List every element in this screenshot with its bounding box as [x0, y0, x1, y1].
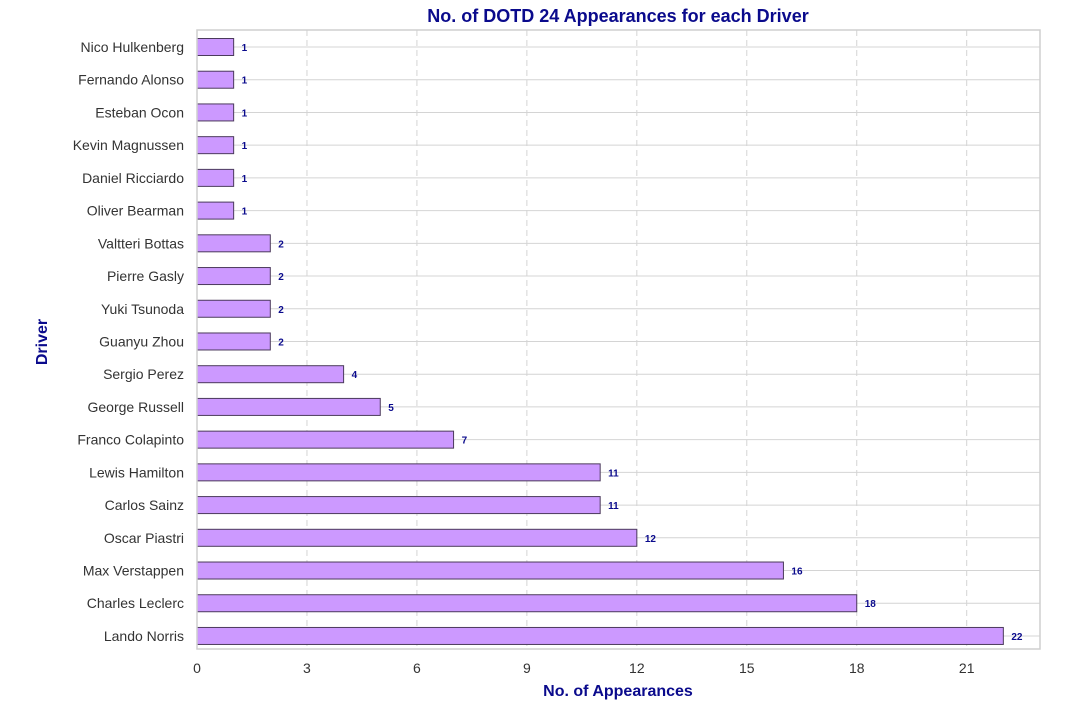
- axes-frame: [196, 29, 1041, 650]
- bar: [196, 463, 601, 482]
- grid-layer: [196, 30, 1040, 649]
- y-tick-label: Esteban Ocon: [95, 104, 184, 120]
- y-tick-label: Sergio Perez: [103, 366, 184, 382]
- bar-value-label: 11: [608, 468, 619, 479]
- y-tick-label: Valtteri Bottas: [98, 235, 184, 251]
- y-tick-label: Guanyu Zhou: [99, 333, 184, 349]
- y-tick-label: Carlos Sainz: [105, 497, 184, 513]
- bar-value-label: 1: [242, 174, 248, 185]
- bar-value-label: 7: [462, 436, 468, 447]
- y-tick-label: Oliver Bearman: [87, 203, 184, 219]
- bar-value-label: 5: [388, 403, 394, 414]
- x-tick-label: 0: [193, 660, 201, 676]
- bar: [196, 70, 235, 89]
- bar-value-label: 1: [242, 207, 248, 218]
- x-tick-label: 21: [959, 660, 975, 676]
- bar-value-label: 2: [278, 272, 284, 283]
- y-tick-label: Oscar Piastri: [104, 530, 184, 546]
- bar-value-label: 2: [278, 337, 284, 348]
- bar: [196, 332, 271, 351]
- bar-value-label: 18: [865, 599, 877, 610]
- x-axis-label: No. of Appearances: [543, 683, 693, 700]
- bar: [196, 430, 455, 449]
- x-tick-label: 6: [413, 660, 421, 676]
- bar-value-label: 1: [242, 43, 248, 54]
- bar: [196, 168, 235, 187]
- bar: [196, 201, 235, 220]
- bar: [196, 267, 271, 286]
- bar: [196, 38, 235, 56]
- bar-value-label: 1: [242, 76, 248, 87]
- bar-value-label: 16: [791, 567, 803, 578]
- y-tick-label: Franco Colapinto: [77, 432, 184, 448]
- x-tick-label: 3: [303, 660, 311, 676]
- bar: [196, 561, 784, 580]
- y-tick-label: George Russell: [88, 399, 185, 415]
- y-axis-label: Driver: [34, 319, 51, 365]
- y-tick-label: Daniel Ricciardo: [82, 170, 184, 186]
- bar: [196, 496, 601, 515]
- x-tick-label: 12: [629, 660, 645, 676]
- bar-value-label: 12: [645, 534, 657, 545]
- bar: [196, 234, 271, 253]
- x-tick-label: 9: [523, 660, 531, 676]
- bar: [196, 594, 858, 613]
- y-tick-label: Charles Leclerc: [87, 595, 184, 611]
- bar: [196, 136, 235, 155]
- bar: [196, 626, 1004, 645]
- y-tick-label: Lewis Hamilton: [89, 464, 184, 480]
- bar-value-label: 2: [278, 239, 284, 250]
- y-tick-label: Yuki Tsunoda: [101, 301, 184, 317]
- bar-value-label: 4: [352, 370, 358, 381]
- x-tick-label: 15: [739, 660, 755, 676]
- y-tick-label: Fernando Alonso: [78, 72, 184, 88]
- bar-value-label: 2: [278, 305, 284, 316]
- y-tick-label: Kevin Magnussen: [73, 137, 184, 153]
- bar: [196, 528, 638, 547]
- y-tick-label: Nico Hulkenberg: [81, 39, 185, 55]
- bar: [196, 397, 381, 416]
- bar-value-label: 11: [608, 501, 619, 512]
- chart-title: No. of DOTD 24 Appearances for each Driv…: [427, 6, 808, 26]
- y-tick-label: Lando Norris: [104, 628, 184, 644]
- bar: [196, 299, 271, 318]
- y-tick-label: Max Verstappen: [83, 563, 184, 579]
- bar-value-label: 22: [1011, 632, 1023, 643]
- y-tick-label: Pierre Gasly: [107, 268, 184, 284]
- bar-value-label: 1: [242, 141, 248, 152]
- x-tick-label: 18: [849, 660, 865, 676]
- bar-layer: [196, 38, 1004, 645]
- bar-value-label: 1: [242, 108, 248, 119]
- bar: [196, 365, 345, 384]
- bar: [196, 103, 235, 122]
